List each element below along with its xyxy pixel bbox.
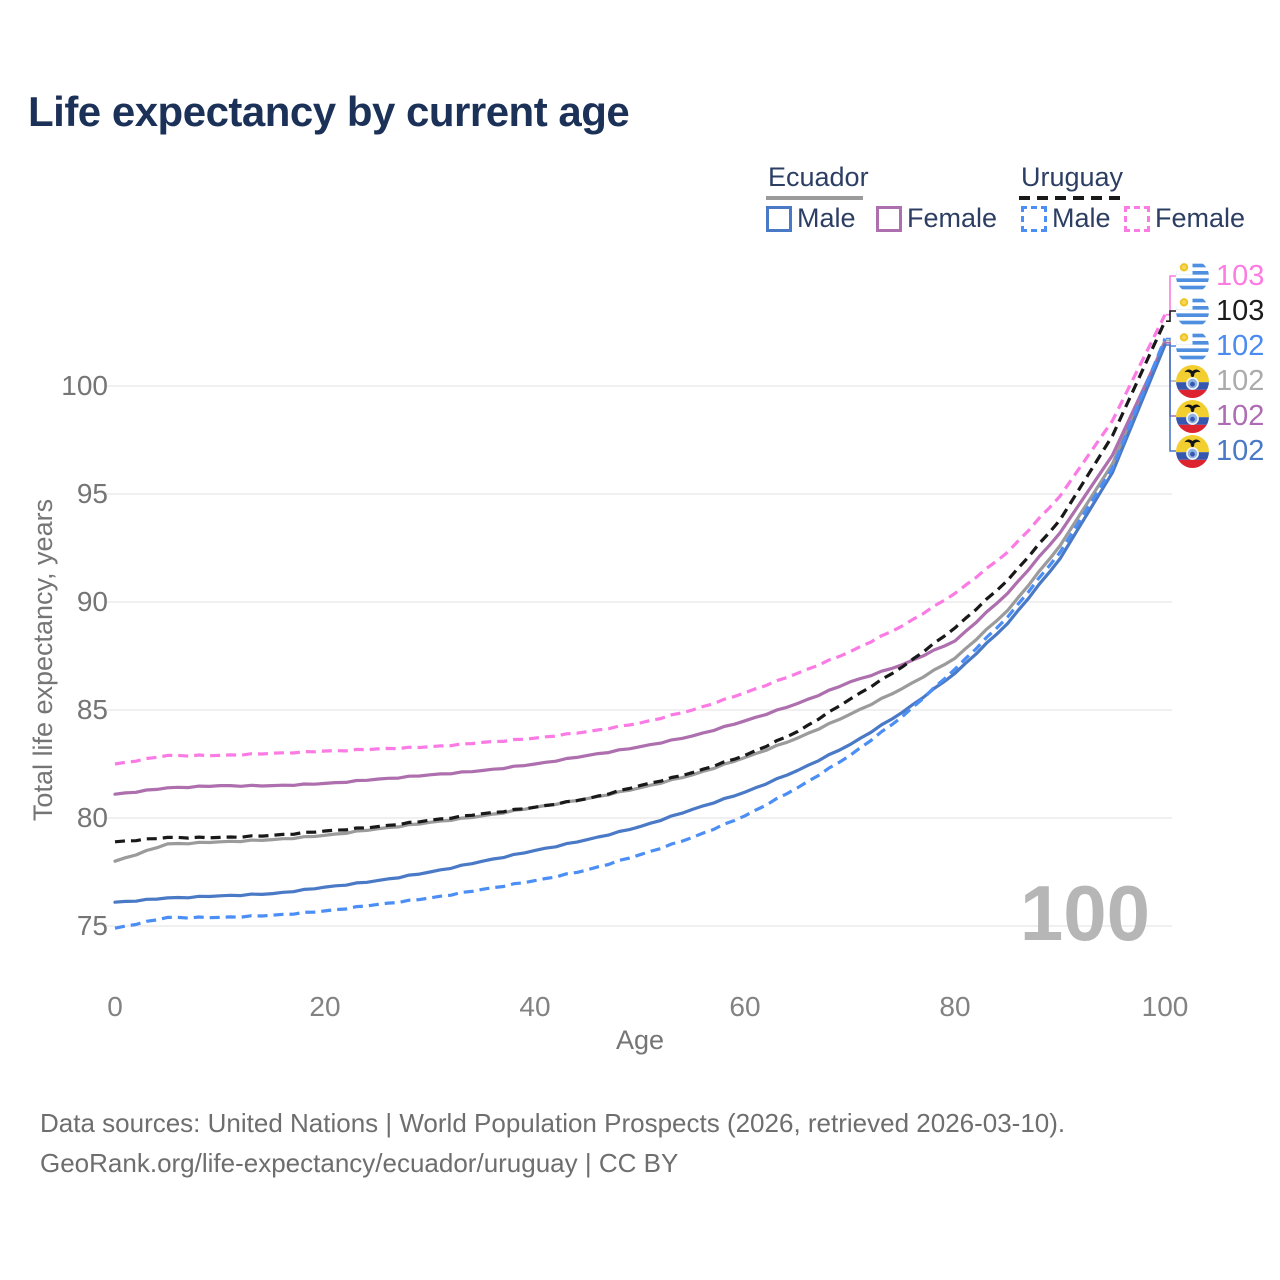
ecuador-flag-icon <box>1176 434 1209 468</box>
attribution-note: GeoRank.org/life-expectancy/ecuador/urug… <box>40 1148 679 1178</box>
data-sources-note: Data sources: United Nations | World Pop… <box>40 1108 1066 1138</box>
end-label-ecuador-total: 102 <box>1176 364 1264 398</box>
legend-underline-dashed <box>1019 196 1120 200</box>
end-label-uruguay-male: 102 <box>1176 329 1264 363</box>
x-tick-label: 20 <box>309 991 340 1022</box>
y-axis-title: Total life expectancy, years <box>28 499 58 821</box>
end-label-value: 103 <box>1216 294 1265 327</box>
page-title: Life expectancy by current age <box>28 88 630 135</box>
leader-line-uruguay-total <box>1166 310 1176 322</box>
end-label-uruguay-female: 103 <box>1176 259 1264 293</box>
legend-underline-solid <box>766 196 863 200</box>
uruguay-flag-icon <box>1176 294 1209 328</box>
leader-line-ecuador-female <box>1166 342 1176 417</box>
legend-swatch-uruguay-male-icon <box>1021 205 1047 232</box>
end-label-uruguay-total: 103 <box>1176 294 1264 328</box>
y-tick-label: 75 <box>77 910 108 941</box>
end-label-ecuador-male: 102 <box>1176 434 1264 468</box>
x-tick-label: 100 <box>1142 991 1189 1022</box>
series-line-uruguay-female <box>114 313 1167 766</box>
legend-group-uruguay: Uruguay <box>1021 162 1124 192</box>
legend-swatch-uruguay-female-icon <box>1124 205 1150 232</box>
x-tick-label: 40 <box>519 991 550 1022</box>
x-tick-label: 60 <box>729 991 760 1022</box>
end-label-value: 103 <box>1216 259 1265 292</box>
legend-item-label: Female <box>1155 203 1246 233</box>
ecuador-flag-icon <box>1176 364 1209 398</box>
legend-group-ecuador: Ecuador <box>768 162 869 192</box>
legend-swatch-ecuador-male-icon <box>766 205 792 232</box>
y-tick-label: 95 <box>77 478 108 509</box>
x-tick-label: 0 <box>107 991 123 1022</box>
legend-item-ecuador-male: Male <box>766 203 856 234</box>
legend-item-uruguay-female: Female <box>1124 203 1245 234</box>
series-line-ecuador-female <box>113 341 1167 796</box>
uruguay-flag-icon <box>1176 329 1209 363</box>
end-label-ecuador-female: 102 <box>1176 399 1264 433</box>
age-watermark: 100 <box>1020 869 1150 957</box>
legend-item-label: Female <box>907 203 998 233</box>
series-line-ecuador-male <box>113 343 1167 904</box>
y-tick-label: 85 <box>77 694 108 725</box>
legend-item-label: Male <box>1052 203 1111 233</box>
leader-line-uruguay-female <box>1166 275 1176 316</box>
uruguay-flag-icon <box>1176 259 1209 293</box>
series-line-ecuador-total <box>113 339 1167 863</box>
end-label-value: 102 <box>1216 399 1265 432</box>
series-line-uruguay-total <box>114 320 1167 844</box>
end-label-value: 102 <box>1216 364 1265 397</box>
x-axis-title: Age <box>616 1025 664 1055</box>
end-label-value: 102 <box>1216 434 1265 467</box>
series-line-uruguay-male <box>114 337 1167 930</box>
y-tick-label: 80 <box>77 802 108 833</box>
leader-line-ecuador-male <box>1166 344 1176 452</box>
legend-item-label: Male <box>797 203 856 233</box>
legend-swatch-ecuador-female-icon <box>876 205 902 232</box>
end-label-value: 102 <box>1216 329 1265 362</box>
ecuador-flag-icon <box>1176 399 1209 433</box>
legend-item-ecuador-female: Female <box>876 203 997 234</box>
legend-item-uruguay-male: Male <box>1021 203 1111 234</box>
y-tick-label: 100 <box>61 370 108 401</box>
y-tick-label: 90 <box>77 586 108 617</box>
x-tick-label: 80 <box>939 991 970 1022</box>
